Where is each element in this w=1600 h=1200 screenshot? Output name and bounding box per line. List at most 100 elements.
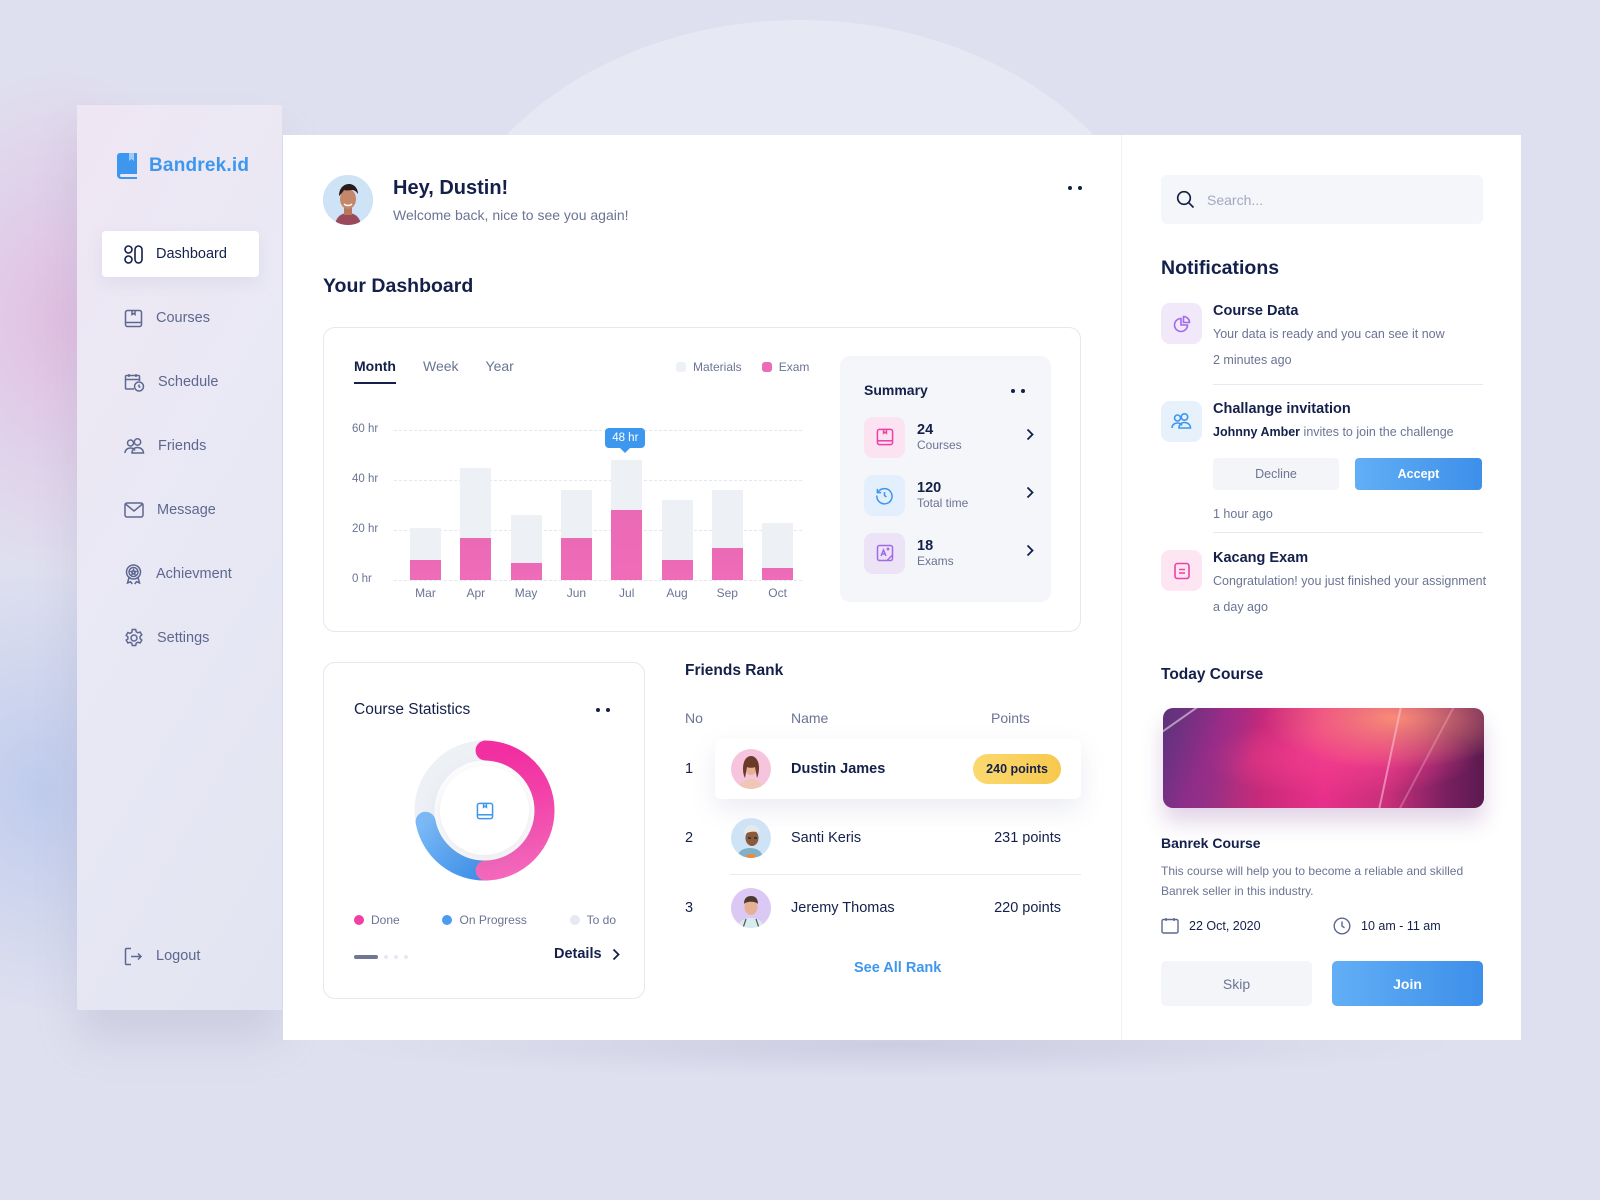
bar-segment-exam	[611, 510, 643, 580]
gear-icon	[125, 628, 143, 647]
dashboard-title: Your Dashboard	[323, 275, 474, 297]
notification-item[interactable]: Kacang Exam Congratulation! you just fin…	[1161, 550, 1487, 620]
rank-row[interactable]: 3 Jeremy Thomas 220 points	[685, 878, 1081, 938]
gridline	[394, 430, 802, 431]
sidebar-item-friends[interactable]: Friends	[102, 423, 259, 469]
sidebar-item-label: Achievment	[156, 566, 232, 582]
notification-body: Congratulation! you just finished your a…	[1213, 574, 1487, 588]
rank-row[interactable]: 2 Santi Keris 231 points	[685, 808, 1081, 868]
bar-segment-exam	[661, 560, 693, 580]
legend-done: Done	[354, 913, 400, 927]
column-header-name: Name	[791, 710, 829, 726]
bar-oct[interactable]	[762, 522, 794, 580]
bar-chart: 60 hr 40 hr 20 hr 0 hr 48 hr Mar Apr May Ju…	[352, 423, 802, 603]
legend-materials: Materials	[676, 360, 742, 374]
bar-may[interactable]	[510, 515, 542, 580]
summary-more-button[interactable]	[1011, 389, 1025, 393]
document-icon	[1161, 550, 1202, 591]
tab-week[interactable]: Week	[422, 358, 459, 374]
sidebar: Bandrek.id Dashboard Courses Schedule Fr…	[77, 105, 282, 1010]
donut-ring	[414, 740, 555, 881]
course-statistics-card: Course Statistics Done On Progress To do	[323, 662, 645, 999]
search-input[interactable]	[1207, 191, 1447, 208]
bar-aug[interactable]	[661, 500, 693, 580]
bar-segment-exam	[510, 562, 542, 580]
bar-mar[interactable]	[410, 527, 441, 580]
course-statistics-more-button[interactable]	[596, 708, 610, 712]
join-button[interactable]: Join	[1332, 961, 1483, 1006]
sidebar-item-message[interactable]: Message	[102, 487, 259, 533]
notification-actor[interactable]: Johnny Amber	[1213, 425, 1301, 439]
gridline	[394, 480, 802, 481]
tab-month[interactable]: Month	[354, 358, 396, 384]
tab-year[interactable]: Year	[485, 358, 514, 374]
summary-item-exams[interactable]: 18 Exams	[864, 532, 1034, 574]
bar-apr[interactable]	[460, 467, 492, 580]
notification-item[interactable]: Course Data Your data is ready and you c…	[1161, 303, 1483, 373]
x-tick: Mar	[415, 586, 436, 600]
user-avatar[interactable]	[323, 175, 373, 225]
summary-label: Total time	[917, 496, 969, 510]
notifications-title: Notifications	[1161, 257, 1280, 279]
details-link[interactable]: Details	[554, 946, 620, 962]
sidebar-item-label: Schedule	[158, 374, 219, 390]
more-options-button[interactable]	[1068, 186, 1082, 190]
sidebar-item-label: Dashboard	[156, 246, 227, 262]
pager-dot[interactable]	[384, 955, 388, 959]
course-description: This course will help you to become a re…	[1161, 864, 1464, 898]
rank-row[interactable]: 1 Dustin James 240 points	[685, 739, 1081, 799]
x-tick: Jul	[619, 586, 635, 600]
calendar-icon	[1161, 918, 1179, 934]
sidebar-item-label: Courses	[156, 310, 210, 326]
logout-button[interactable]: Logout	[102, 933, 259, 979]
pager-dot[interactable]	[394, 955, 398, 959]
chevron-right-icon	[1026, 428, 1034, 446]
summary-panel: Summary 24 Courses 120	[840, 356, 1051, 602]
sidebar-item-achievement[interactable]: Achievment	[102, 551, 259, 597]
notification-title: Challange invitation	[1213, 401, 1351, 417]
sidebar-item-schedule[interactable]: Schedule	[102, 359, 259, 405]
summary-value: 24	[917, 422, 934, 438]
bar-sep[interactable]	[711, 490, 743, 580]
bar-jul[interactable]	[611, 460, 643, 580]
sidebar-item-settings[interactable]: Settings	[102, 615, 259, 661]
book-icon	[124, 309, 143, 327]
x-tick: Sep	[716, 586, 738, 600]
clock-icon	[1333, 917, 1351, 935]
sidebar-item-courses[interactable]: Courses	[102, 295, 259, 341]
skip-button[interactable]: Skip	[1161, 961, 1312, 1006]
sidebar-item-label: Friends	[158, 438, 207, 454]
book-icon	[864, 416, 905, 458]
summary-item-total-time[interactable]: 120 Total time	[864, 474, 1034, 516]
notification-body: Your data is ready and you can see it no…	[1213, 327, 1445, 341]
accept-button[interactable]: Accept	[1355, 458, 1482, 490]
notification-text: invites to join the challenge	[1300, 425, 1454, 439]
notification-body: Johnny Amber invites to join the challen…	[1213, 425, 1454, 439]
decline-button[interactable]: Decline	[1213, 458, 1339, 490]
gridline	[394, 580, 802, 581]
bar-jun[interactable]	[560, 490, 592, 580]
notification-title: Kacang Exam	[1213, 550, 1309, 566]
summary-item-courses[interactable]: 24 Courses	[864, 416, 1034, 458]
summary-label: Exams	[917, 554, 954, 568]
legend-label: To do	[586, 913, 616, 927]
legend-swatch	[676, 362, 686, 372]
pager-dot[interactable]	[404, 955, 408, 959]
see-all-rank-link[interactable]: See All Rank	[854, 960, 942, 976]
brand-name: Bandrek.id	[149, 155, 250, 176]
search-bar[interactable]	[1161, 175, 1483, 224]
logout-icon	[124, 947, 143, 965]
bar-segment-exam	[762, 567, 794, 580]
course-cover-image[interactable]	[1163, 708, 1484, 808]
bar-segment-exam	[560, 537, 592, 580]
legend-swatch	[761, 362, 772, 372]
carousel-pager[interactable]	[354, 955, 408, 959]
legend-label: On Progress	[459, 913, 527, 927]
pager-dot-active[interactable]	[354, 955, 378, 959]
friend-points: 220 points	[994, 900, 1061, 916]
brand-logo[interactable]: Bandrek.id	[117, 153, 249, 179]
points-badge: 240 points	[973, 754, 1061, 784]
details-label: Details	[554, 946, 602, 962]
sidebar-item-dashboard[interactable]: Dashboard	[102, 231, 259, 277]
column-header-no: No	[685, 710, 703, 726]
